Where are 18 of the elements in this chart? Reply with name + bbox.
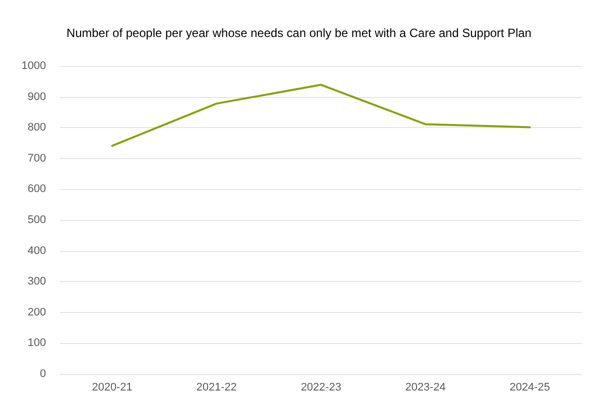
y-tick-label: 400 bbox=[28, 244, 46, 257]
line-series bbox=[111, 84, 531, 147]
y-tick-label: 800 bbox=[28, 122, 46, 134]
y-tick-label: 200 bbox=[28, 306, 46, 318]
x-tick-label: 2020-21 bbox=[92, 382, 132, 394]
x-tick-label: 2021-22 bbox=[196, 382, 237, 394]
chart-title: Number of people per year whose needs can only be met with a Care and Support Plan bbox=[66, 26, 532, 40]
y-tick-label: 600 bbox=[28, 183, 46, 196]
x-tick-label: 2022-23 bbox=[300, 382, 342, 394]
y-tick-label: 700 bbox=[28, 152, 46, 164]
y-tick-label: 100 bbox=[28, 337, 46, 350]
y-tick-label: 1000 bbox=[22, 60, 46, 72]
x-tick-label: 2023-24 bbox=[405, 382, 446, 394]
y-tick-label: 900 bbox=[28, 90, 46, 103]
y-tick-label: 300 bbox=[28, 276, 46, 288]
x-tick-label: 2024-25 bbox=[510, 382, 550, 394]
y-tick-label: 0 bbox=[40, 368, 46, 380]
y-tick-label: 500 bbox=[28, 214, 46, 226]
